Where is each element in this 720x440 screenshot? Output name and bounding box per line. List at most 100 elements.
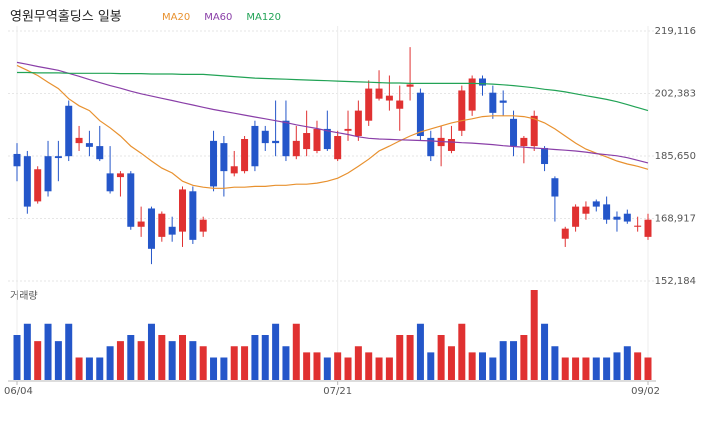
y-tick-label: 152,184 bbox=[655, 276, 696, 287]
volume-bar bbox=[644, 357, 652, 380]
volume-bar bbox=[375, 357, 383, 380]
volume-bar bbox=[489, 357, 497, 380]
candle-body bbox=[530, 115, 538, 147]
volume-bar bbox=[303, 352, 311, 380]
volume-bar bbox=[75, 357, 83, 380]
volume-bar bbox=[13, 335, 21, 380]
candle-body bbox=[603, 204, 611, 220]
ma-line bbox=[16, 61, 649, 164]
volume-bar bbox=[365, 352, 373, 380]
volume-bar bbox=[613, 352, 621, 380]
volume-bar bbox=[282, 346, 290, 380]
candle-body bbox=[541, 147, 549, 165]
candle-body bbox=[644, 219, 652, 237]
volume-bar bbox=[292, 323, 300, 380]
candle-body bbox=[365, 88, 373, 121]
candle-body bbox=[520, 137, 528, 147]
candle-body bbox=[127, 173, 135, 227]
volume-bar bbox=[85, 357, 93, 380]
candle-body bbox=[406, 84, 414, 87]
candle-body bbox=[634, 225, 642, 227]
candle-body bbox=[75, 137, 83, 144]
candle-body bbox=[468, 78, 476, 111]
candle-body bbox=[572, 206, 580, 227]
volume-bar bbox=[261, 335, 269, 380]
candle-body bbox=[478, 78, 486, 86]
candle-body bbox=[65, 105, 73, 157]
candle-body bbox=[23, 156, 31, 207]
volume-bar bbox=[603, 357, 611, 380]
candle-body bbox=[334, 136, 342, 160]
volume-bar bbox=[447, 346, 455, 380]
volume-bar bbox=[137, 341, 145, 380]
volume-bar bbox=[127, 335, 135, 380]
volume-bar bbox=[241, 346, 249, 380]
x-tick-label: 07/21 bbox=[323, 386, 352, 397]
candle-body bbox=[385, 95, 393, 101]
volume-bar bbox=[354, 346, 362, 380]
y-tick-label: 219,116 bbox=[655, 26, 696, 37]
candle-body bbox=[292, 140, 300, 157]
y-tick-label: 202,383 bbox=[655, 89, 696, 100]
candle-body bbox=[158, 213, 166, 237]
volume-bar bbox=[230, 346, 238, 380]
candle-body bbox=[396, 100, 404, 109]
candle-body bbox=[199, 219, 207, 232]
candle-body bbox=[272, 140, 280, 144]
candle-body bbox=[179, 189, 187, 232]
candle-body bbox=[189, 191, 197, 240]
candle-body bbox=[54, 156, 62, 159]
candle-body bbox=[106, 173, 114, 192]
volume-bar bbox=[458, 323, 466, 380]
candle-body bbox=[344, 128, 352, 131]
candle-body bbox=[613, 216, 621, 220]
volume-bar bbox=[251, 335, 259, 380]
candle-body bbox=[147, 208, 155, 249]
candle-body bbox=[251, 125, 259, 167]
candle-body bbox=[427, 137, 435, 157]
volume-bar bbox=[96, 357, 104, 380]
candle-body bbox=[592, 201, 600, 207]
volume-bar bbox=[344, 357, 352, 380]
candle-body bbox=[261, 130, 269, 144]
volume-bar bbox=[530, 290, 538, 380]
legend-entry: MA120 bbox=[246, 12, 281, 23]
volume-bar bbox=[158, 335, 166, 380]
x-tick-label: 09/02 bbox=[631, 386, 660, 397]
volume-bar bbox=[385, 357, 393, 380]
volume-bar bbox=[406, 335, 414, 380]
candle-body bbox=[13, 153, 21, 167]
volume-bar bbox=[561, 357, 569, 380]
volume-bar bbox=[396, 335, 404, 380]
candle-body bbox=[354, 110, 362, 137]
candle-body bbox=[241, 139, 249, 172]
candle-body bbox=[551, 178, 559, 197]
volume-label: 거래량 bbox=[10, 290, 38, 302]
candle-body bbox=[416, 92, 424, 137]
volume-bar bbox=[23, 323, 31, 380]
volume-bar bbox=[179, 335, 187, 380]
volume-bar bbox=[189, 341, 197, 380]
volume-bar bbox=[168, 341, 176, 380]
candle-body bbox=[282, 120, 290, 157]
volume-bar bbox=[334, 352, 342, 380]
ma-line bbox=[16, 64, 649, 189]
volume-bar bbox=[54, 341, 62, 380]
volume-bar bbox=[499, 341, 507, 380]
candle-body bbox=[375, 88, 383, 99]
candle-body bbox=[623, 213, 631, 222]
volume-bar bbox=[634, 352, 642, 380]
volume-bar bbox=[44, 323, 52, 380]
volume-bar bbox=[541, 323, 549, 380]
y-tick-label: 185,650 bbox=[655, 151, 696, 162]
volume-bar bbox=[220, 357, 228, 380]
volume-bar bbox=[520, 335, 528, 380]
candle-body bbox=[510, 118, 518, 147]
candle-body bbox=[210, 140, 218, 187]
candle-body bbox=[447, 139, 455, 151]
candle-body bbox=[137, 221, 145, 227]
candle-body bbox=[499, 100, 507, 103]
ma-line bbox=[17, 71, 649, 112]
volume-bar bbox=[510, 341, 518, 380]
volume-bar bbox=[572, 357, 580, 380]
